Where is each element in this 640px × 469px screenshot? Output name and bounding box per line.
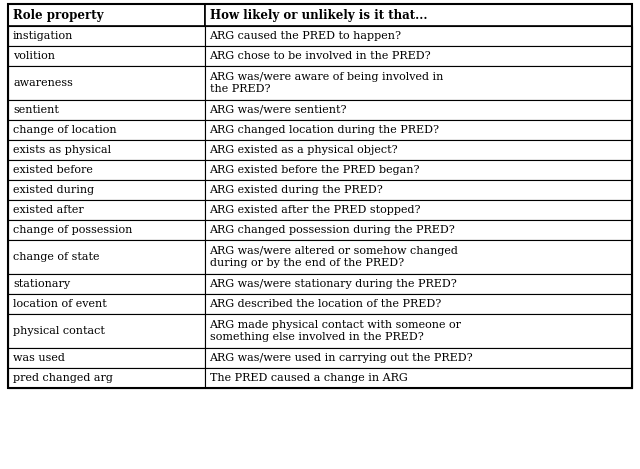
Bar (8, 240, 205, 274)
Text: ARG chose to be involved in the PRED?: ARG chose to be involved in the PRED? (209, 51, 431, 61)
Bar (8, 220, 205, 240)
Bar (8, 4, 632, 388)
Bar (8, 160, 205, 180)
Text: ARG was/were used in carrying out the PRED?: ARG was/were used in carrying out the PR… (209, 353, 473, 363)
Bar (205, 314, 632, 348)
Text: ARG was/were aware of being involved in
the PRED?: ARG was/were aware of being involved in … (209, 72, 444, 94)
Text: ARG was/were altered or somehow changed
during or by the end of the PRED?: ARG was/were altered or somehow changed … (209, 246, 458, 268)
Bar (8, 200, 205, 220)
Bar (8, 100, 205, 120)
Bar (205, 46, 632, 66)
Bar (205, 4, 632, 26)
Text: physical contact: physical contact (13, 326, 105, 336)
Bar (8, 140, 205, 160)
Text: was used: was used (13, 353, 65, 363)
Bar (205, 100, 632, 120)
Text: pred changed arg: pred changed arg (13, 373, 113, 383)
Bar (205, 348, 632, 368)
Text: stationary: stationary (13, 279, 70, 289)
Text: ARG existed during the PRED?: ARG existed during the PRED? (209, 185, 383, 195)
Bar (205, 140, 632, 160)
Text: awareness: awareness (13, 78, 73, 88)
Bar (8, 66, 205, 100)
Text: The PRED caused a change in ARG: The PRED caused a change in ARG (209, 373, 407, 383)
Text: instigation: instigation (13, 31, 74, 41)
Bar (205, 240, 632, 274)
Bar (205, 66, 632, 100)
Text: ARG was/were sentient?: ARG was/were sentient? (209, 105, 347, 115)
Bar (8, 46, 205, 66)
Text: ARG was/were stationary during the PRED?: ARG was/were stationary during the PRED? (209, 279, 458, 289)
Bar (8, 314, 205, 348)
Text: existed during: existed during (13, 185, 94, 195)
Text: ARG caused the PRED to happen?: ARG caused the PRED to happen? (209, 31, 401, 41)
Text: existed after: existed after (13, 205, 84, 215)
Bar (8, 26, 205, 46)
Text: location of event: location of event (13, 299, 107, 309)
Text: ARG existed as a physical object?: ARG existed as a physical object? (209, 145, 398, 155)
Bar (8, 348, 205, 368)
Text: change of location: change of location (13, 125, 116, 135)
Text: ARG existed before the PRED began?: ARG existed before the PRED began? (209, 165, 420, 175)
Bar (8, 120, 205, 140)
Bar (205, 180, 632, 200)
Text: exists as physical: exists as physical (13, 145, 111, 155)
Text: ARG changed location during the PRED?: ARG changed location during the PRED? (209, 125, 440, 135)
Text: Role property: Role property (13, 8, 104, 22)
Text: How likely or unlikely is it that...: How likely or unlikely is it that... (209, 8, 427, 22)
Text: ARG changed possession during the PRED?: ARG changed possession during the PRED? (209, 225, 455, 235)
Bar (8, 180, 205, 200)
Text: existed before: existed before (13, 165, 93, 175)
Bar (205, 26, 632, 46)
Bar (205, 200, 632, 220)
Text: ARG made physical contact with someone or
something else involved in the PRED?: ARG made physical contact with someone o… (209, 319, 461, 342)
Text: ARG existed after the PRED stopped?: ARG existed after the PRED stopped? (209, 205, 421, 215)
Text: ARG described the location of the PRED?: ARG described the location of the PRED? (209, 299, 442, 309)
Bar (8, 294, 205, 314)
Text: volition: volition (13, 51, 55, 61)
Bar (205, 274, 632, 294)
Bar (8, 274, 205, 294)
Bar (205, 220, 632, 240)
Text: change of state: change of state (13, 252, 99, 262)
Bar (205, 120, 632, 140)
Text: sentient: sentient (13, 105, 59, 115)
Bar (205, 294, 632, 314)
Bar (205, 368, 632, 388)
Bar (205, 160, 632, 180)
Bar (8, 368, 205, 388)
Bar (8, 4, 205, 26)
Text: change of possession: change of possession (13, 225, 132, 235)
